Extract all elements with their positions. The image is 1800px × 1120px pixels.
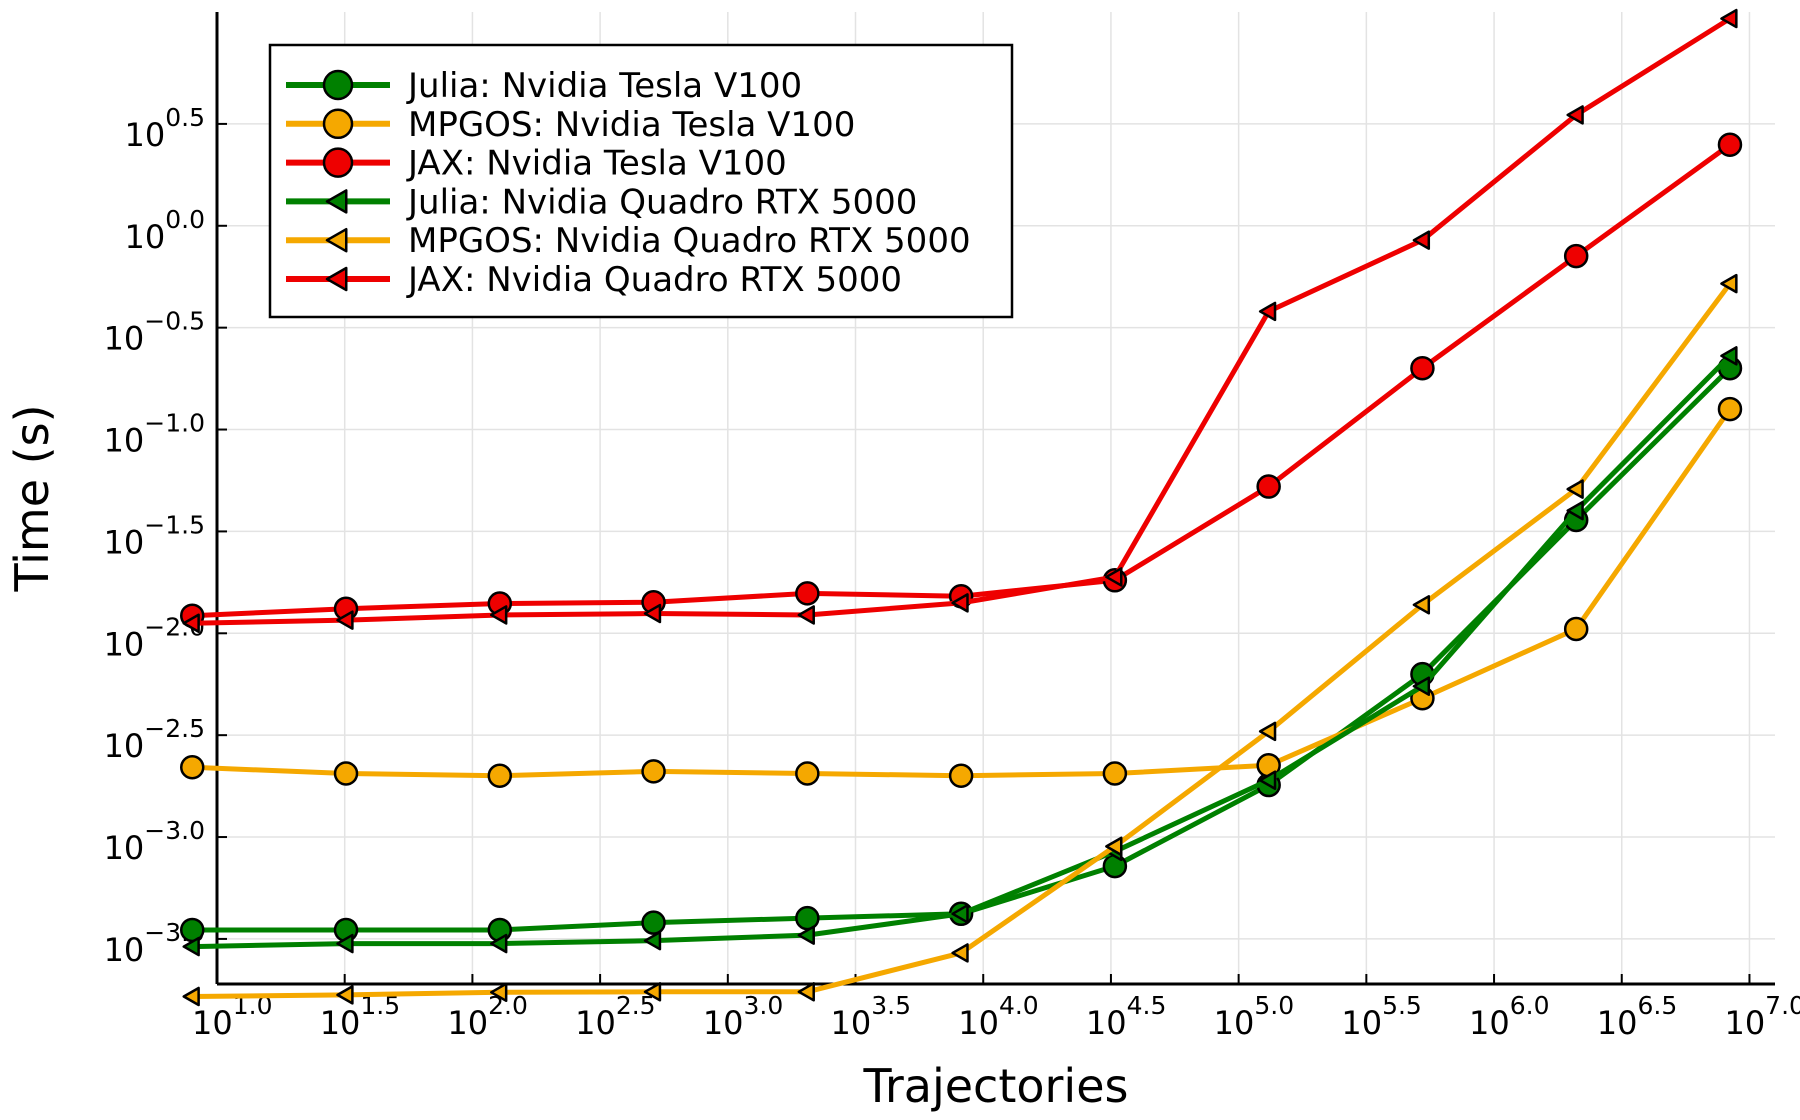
data-point	[1410, 355, 1435, 381]
data-point	[1720, 346, 1738, 366]
x-tick-label: 105.0	[1214, 991, 1294, 1042]
data-point	[1258, 721, 1277, 742]
data-point	[336, 933, 354, 954]
legend-marker	[322, 147, 354, 178]
x-tick-label: 102.0	[447, 991, 527, 1042]
data-point	[1563, 243, 1589, 269]
data-point	[1720, 8, 1738, 29]
legend-marker	[325, 227, 348, 253]
y-tick-label: 100.0	[125, 205, 205, 256]
y-tick-label: 10−0.5	[104, 307, 205, 358]
data-point	[1566, 105, 1584, 125]
data-point	[487, 763, 513, 788]
data-point	[1566, 479, 1584, 499]
data-point	[1563, 616, 1589, 642]
data-point	[336, 610, 354, 630]
data-point	[333, 761, 359, 786]
data-point	[795, 581, 820, 606]
legend-marker	[322, 108, 354, 140]
series-5	[182, 8, 1738, 634]
data-point	[336, 985, 354, 1005]
series-1	[179, 396, 1743, 788]
legend-label: JAX: Nvidia Quadro RTX 5000	[406, 260, 902, 300]
legend-label: Julia: Nvidia Quadro RTX 5000	[406, 182, 917, 222]
legend-marker	[325, 189, 348, 214]
data-point	[797, 982, 815, 1002]
data-point	[182, 936, 200, 957]
x-tick-label: 106.0	[1469, 991, 1549, 1042]
data-point	[1102, 853, 1128, 879]
x-tick-label: 102.5	[575, 991, 655, 1042]
legend-label: MPGOS: Nvidia Quadro RTX 5000	[408, 221, 971, 261]
legend-label: Julia: Nvidia Tesla V100	[406, 66, 802, 106]
data-point	[1412, 595, 1431, 615]
data-point	[1412, 230, 1431, 250]
x-tick-label: 107.0	[1724, 991, 1800, 1042]
data-point	[643, 982, 662, 1002]
x-tick-label: 104.5	[1086, 991, 1166, 1042]
series-layer	[179, 8, 1743, 1007]
data-point	[490, 933, 508, 954]
data-point	[795, 905, 820, 931]
data-point	[1258, 770, 1277, 790]
x-tick-label: 104.0	[958, 991, 1038, 1042]
legend-label: JAX: Nvidia Tesla V100	[406, 144, 787, 184]
legend-item: MPGOS: Nvidia Tesla V100	[286, 105, 855, 145]
data-point	[948, 763, 974, 788]
legend-box	[268, 43, 1014, 319]
x-axis-label: Trajectories	[863, 1059, 1129, 1113]
legend-item: JAX: Nvidia Quadro RTX 5000	[286, 260, 902, 300]
data-point	[795, 761, 820, 786]
data-point	[179, 755, 205, 780]
data-point	[951, 943, 969, 963]
x-tick-label: 105.5	[1341, 991, 1421, 1042]
data-point	[1717, 396, 1743, 422]
y-tick-label: 10−1.0	[104, 409, 205, 460]
x-tick-label: 103.0	[703, 991, 783, 1042]
y-axis-label: Time (s)	[5, 404, 59, 592]
data-point	[643, 930, 662, 951]
legend-item: Julia: Nvidia Quadro RTX 5000	[286, 182, 917, 222]
data-point	[797, 925, 815, 945]
data-point	[1102, 761, 1128, 786]
data-point	[951, 904, 969, 924]
y-tick-label: 10−2.5	[104, 714, 205, 765]
legend-item: Julia: Nvidia Tesla V100	[286, 66, 802, 106]
data-point	[1412, 676, 1431, 696]
data-point	[641, 759, 666, 784]
data-point	[490, 982, 508, 1003]
data-point	[1566, 500, 1584, 521]
data-point	[951, 593, 969, 613]
legend-marker	[322, 69, 354, 101]
data-point	[1717, 132, 1743, 157]
data-point	[1258, 301, 1277, 322]
legend-item: JAX: Nvidia Tesla V100	[286, 144, 787, 184]
data-point	[182, 986, 200, 1007]
axes	[215, 12, 1775, 986]
y-tick-label: 10−1.5	[104, 510, 205, 561]
data-point	[490, 605, 508, 625]
data-point	[179, 917, 205, 943]
data-point	[797, 605, 815, 625]
legend-label: MPGOS: Nvidia Tesla V100	[408, 105, 855, 145]
data-point	[182, 613, 200, 634]
data-point	[1256, 474, 1281, 499]
legend-marker	[325, 266, 348, 292]
data-point	[1720, 273, 1738, 294]
y-tick-label: 10−3.0	[104, 816, 205, 867]
y-tick-label: 100.5	[125, 103, 205, 154]
legend-item: MPGOS: Nvidia Quadro RTX 5000	[286, 221, 971, 261]
data-point	[641, 910, 666, 935]
data-point	[1105, 836, 1123, 857]
data-point	[643, 603, 662, 624]
y-tick-labels: 100.5100.010−0.510−1.010−1.510−2.010−2.5…	[104, 103, 205, 969]
data-point	[1105, 567, 1123, 587]
x-tick-label: 106.5	[1597, 991, 1677, 1042]
x-tick-label: 103.5	[831, 991, 911, 1042]
series-4	[182, 273, 1738, 1007]
